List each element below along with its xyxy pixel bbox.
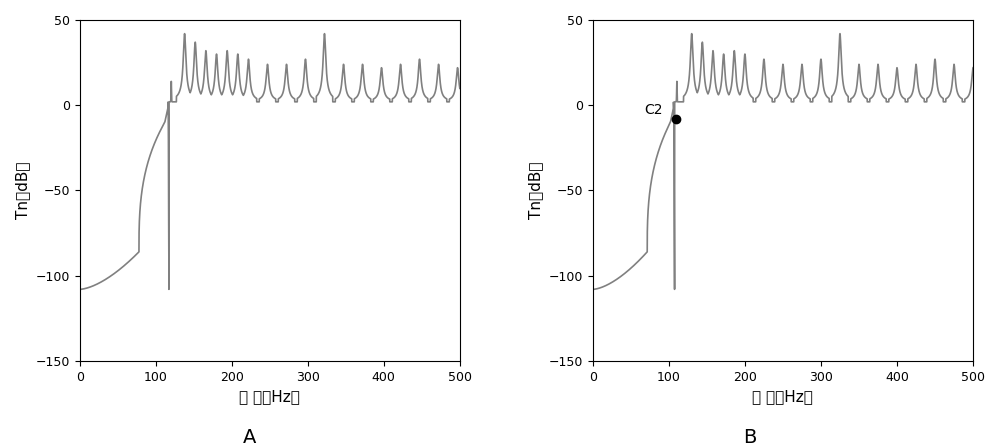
X-axis label: 频 率（Hz）: 频 率（Hz） — [239, 389, 300, 404]
Y-axis label: Tn（dB）: Tn（dB） — [528, 162, 543, 219]
Y-axis label: Tn（dB）: Tn（dB） — [15, 162, 30, 219]
Text: B: B — [743, 428, 757, 446]
Text: C2: C2 — [644, 103, 663, 117]
Text: A: A — [243, 428, 257, 446]
X-axis label: 频 率（Hz）: 频 率（Hz） — [752, 389, 813, 404]
